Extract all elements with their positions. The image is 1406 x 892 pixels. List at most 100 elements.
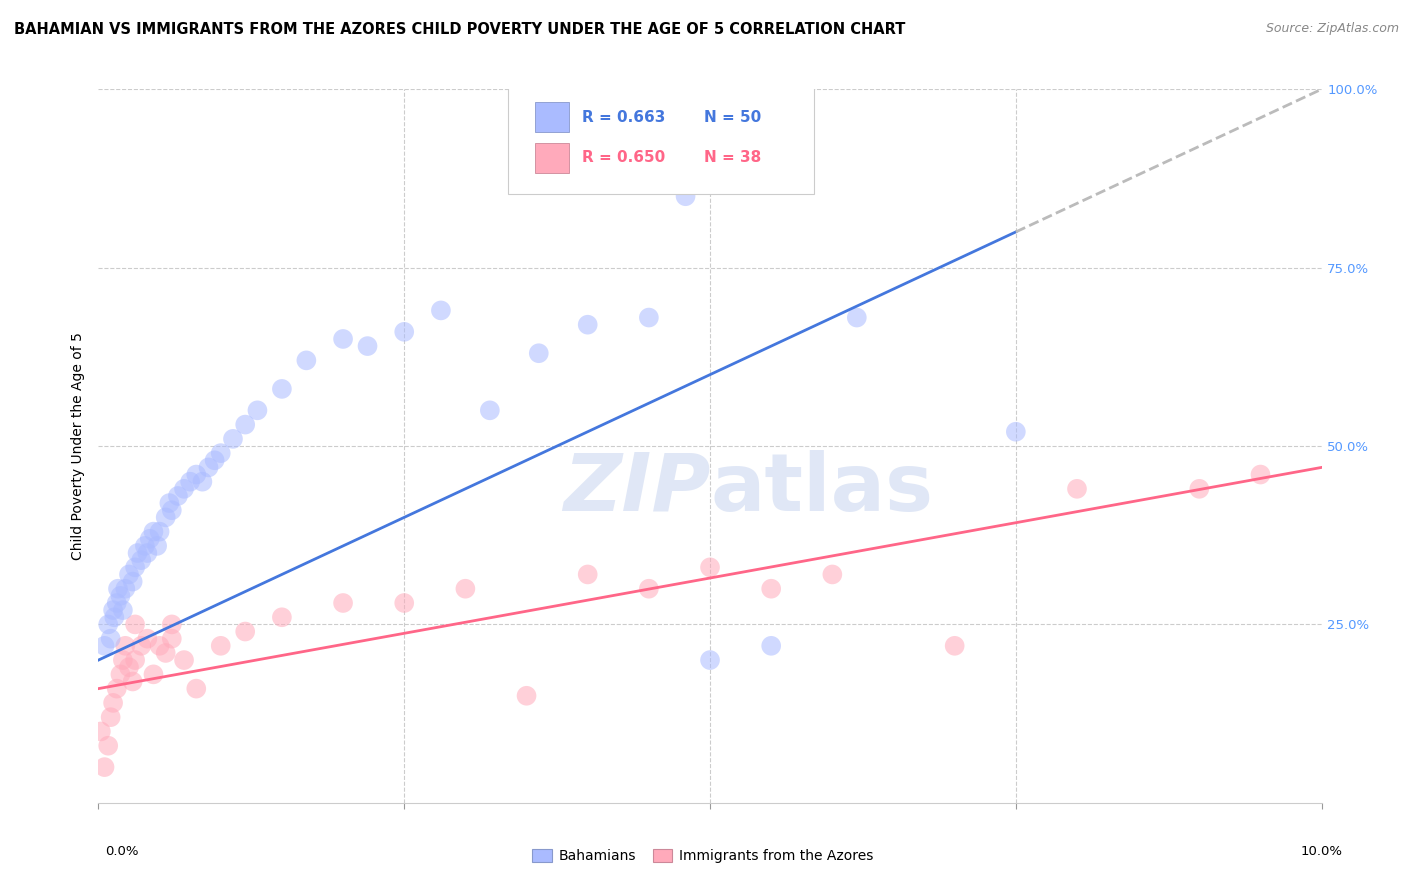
Point: [124, 653, 146, 667]
Point: [233, 624, 256, 639]
Point: [101, 696, 124, 710]
Point: [110, 667, 132, 681]
Point: [100, 632, 122, 646]
Point: [332, 596, 354, 610]
Point: [149, 639, 172, 653]
Point: [121, 574, 143, 589]
Point: [246, 403, 269, 417]
Point: [197, 460, 219, 475]
Point: [146, 539, 169, 553]
FancyBboxPatch shape: [536, 143, 569, 173]
Legend: Bahamians, Immigrants from the Azores: Bahamians, Immigrants from the Azores: [527, 844, 879, 869]
Point: [149, 524, 172, 539]
Point: [638, 310, 661, 325]
Text: 0.0%: 0.0%: [105, 846, 139, 858]
Point: [155, 510, 177, 524]
Point: [105, 596, 128, 610]
Point: [129, 639, 152, 653]
FancyBboxPatch shape: [536, 102, 569, 132]
Point: [97, 617, 120, 632]
Point: [134, 539, 156, 553]
Point: [110, 589, 132, 603]
Point: [516, 689, 538, 703]
Point: [392, 596, 416, 610]
Point: [1066, 482, 1088, 496]
Point: [100, 710, 122, 724]
Point: [142, 524, 165, 539]
Point: [139, 532, 162, 546]
Point: [943, 639, 966, 653]
Point: [121, 674, 143, 689]
Point: [1250, 467, 1272, 482]
Point: [111, 653, 134, 667]
Point: [209, 446, 232, 460]
Point: [118, 567, 141, 582]
Point: [142, 667, 165, 681]
Point: [191, 475, 214, 489]
Point: [93, 639, 115, 653]
Point: [103, 610, 125, 624]
Point: [576, 318, 599, 332]
Point: [845, 310, 868, 325]
Point: [127, 546, 149, 560]
Point: [1004, 425, 1026, 439]
Point: [105, 681, 128, 696]
Y-axis label: Child Poverty Under the Age of 5: Child Poverty Under the Age of 5: [72, 332, 86, 560]
Point: [173, 653, 195, 667]
Point: [638, 582, 661, 596]
Text: atlas: atlas: [710, 450, 934, 528]
Point: [675, 189, 697, 203]
Point: [204, 453, 226, 467]
Point: [160, 632, 183, 646]
Point: [392, 325, 416, 339]
Point: [129, 553, 152, 567]
Point: [167, 489, 190, 503]
Point: [209, 639, 232, 653]
Point: [124, 617, 146, 632]
Point: [478, 403, 501, 417]
Text: N = 50: N = 50: [704, 110, 761, 125]
Point: [155, 646, 177, 660]
Point: [761, 639, 783, 653]
Text: R = 0.663: R = 0.663: [582, 110, 665, 125]
Text: 10.0%: 10.0%: [1301, 846, 1343, 858]
Point: [93, 760, 115, 774]
Point: [186, 681, 208, 696]
Text: Source: ZipAtlas.com: Source: ZipAtlas.com: [1265, 22, 1399, 36]
Point: [576, 567, 599, 582]
Point: [270, 382, 294, 396]
Point: [1188, 482, 1211, 496]
Point: [186, 467, 208, 482]
Point: [699, 560, 721, 574]
Point: [90, 724, 112, 739]
Text: BAHAMIAN VS IMMIGRANTS FROM THE AZORES CHILD POVERTY UNDER THE AGE OF 5 CORRELAT: BAHAMIAN VS IMMIGRANTS FROM THE AZORES C…: [14, 22, 905, 37]
Point: [97, 739, 120, 753]
Point: [430, 303, 453, 318]
Point: [157, 496, 180, 510]
Point: [136, 632, 159, 646]
Point: [222, 432, 245, 446]
Point: [527, 346, 550, 360]
Point: [114, 582, 136, 596]
Point: [233, 417, 256, 432]
Point: [761, 582, 783, 596]
Point: [699, 653, 721, 667]
Point: [101, 603, 124, 617]
Point: [124, 560, 146, 574]
Text: R = 0.650: R = 0.650: [582, 150, 665, 165]
Point: [136, 546, 159, 560]
Point: [160, 503, 183, 517]
Point: [332, 332, 354, 346]
FancyBboxPatch shape: [508, 84, 814, 194]
Point: [295, 353, 318, 368]
Point: [118, 660, 141, 674]
Text: N = 38: N = 38: [704, 150, 761, 165]
Point: [454, 582, 477, 596]
Text: ZIP: ZIP: [562, 450, 710, 528]
Point: [114, 639, 136, 653]
Point: [270, 610, 294, 624]
Point: [111, 603, 134, 617]
Point: [160, 617, 183, 632]
Point: [107, 582, 129, 596]
Point: [179, 475, 201, 489]
